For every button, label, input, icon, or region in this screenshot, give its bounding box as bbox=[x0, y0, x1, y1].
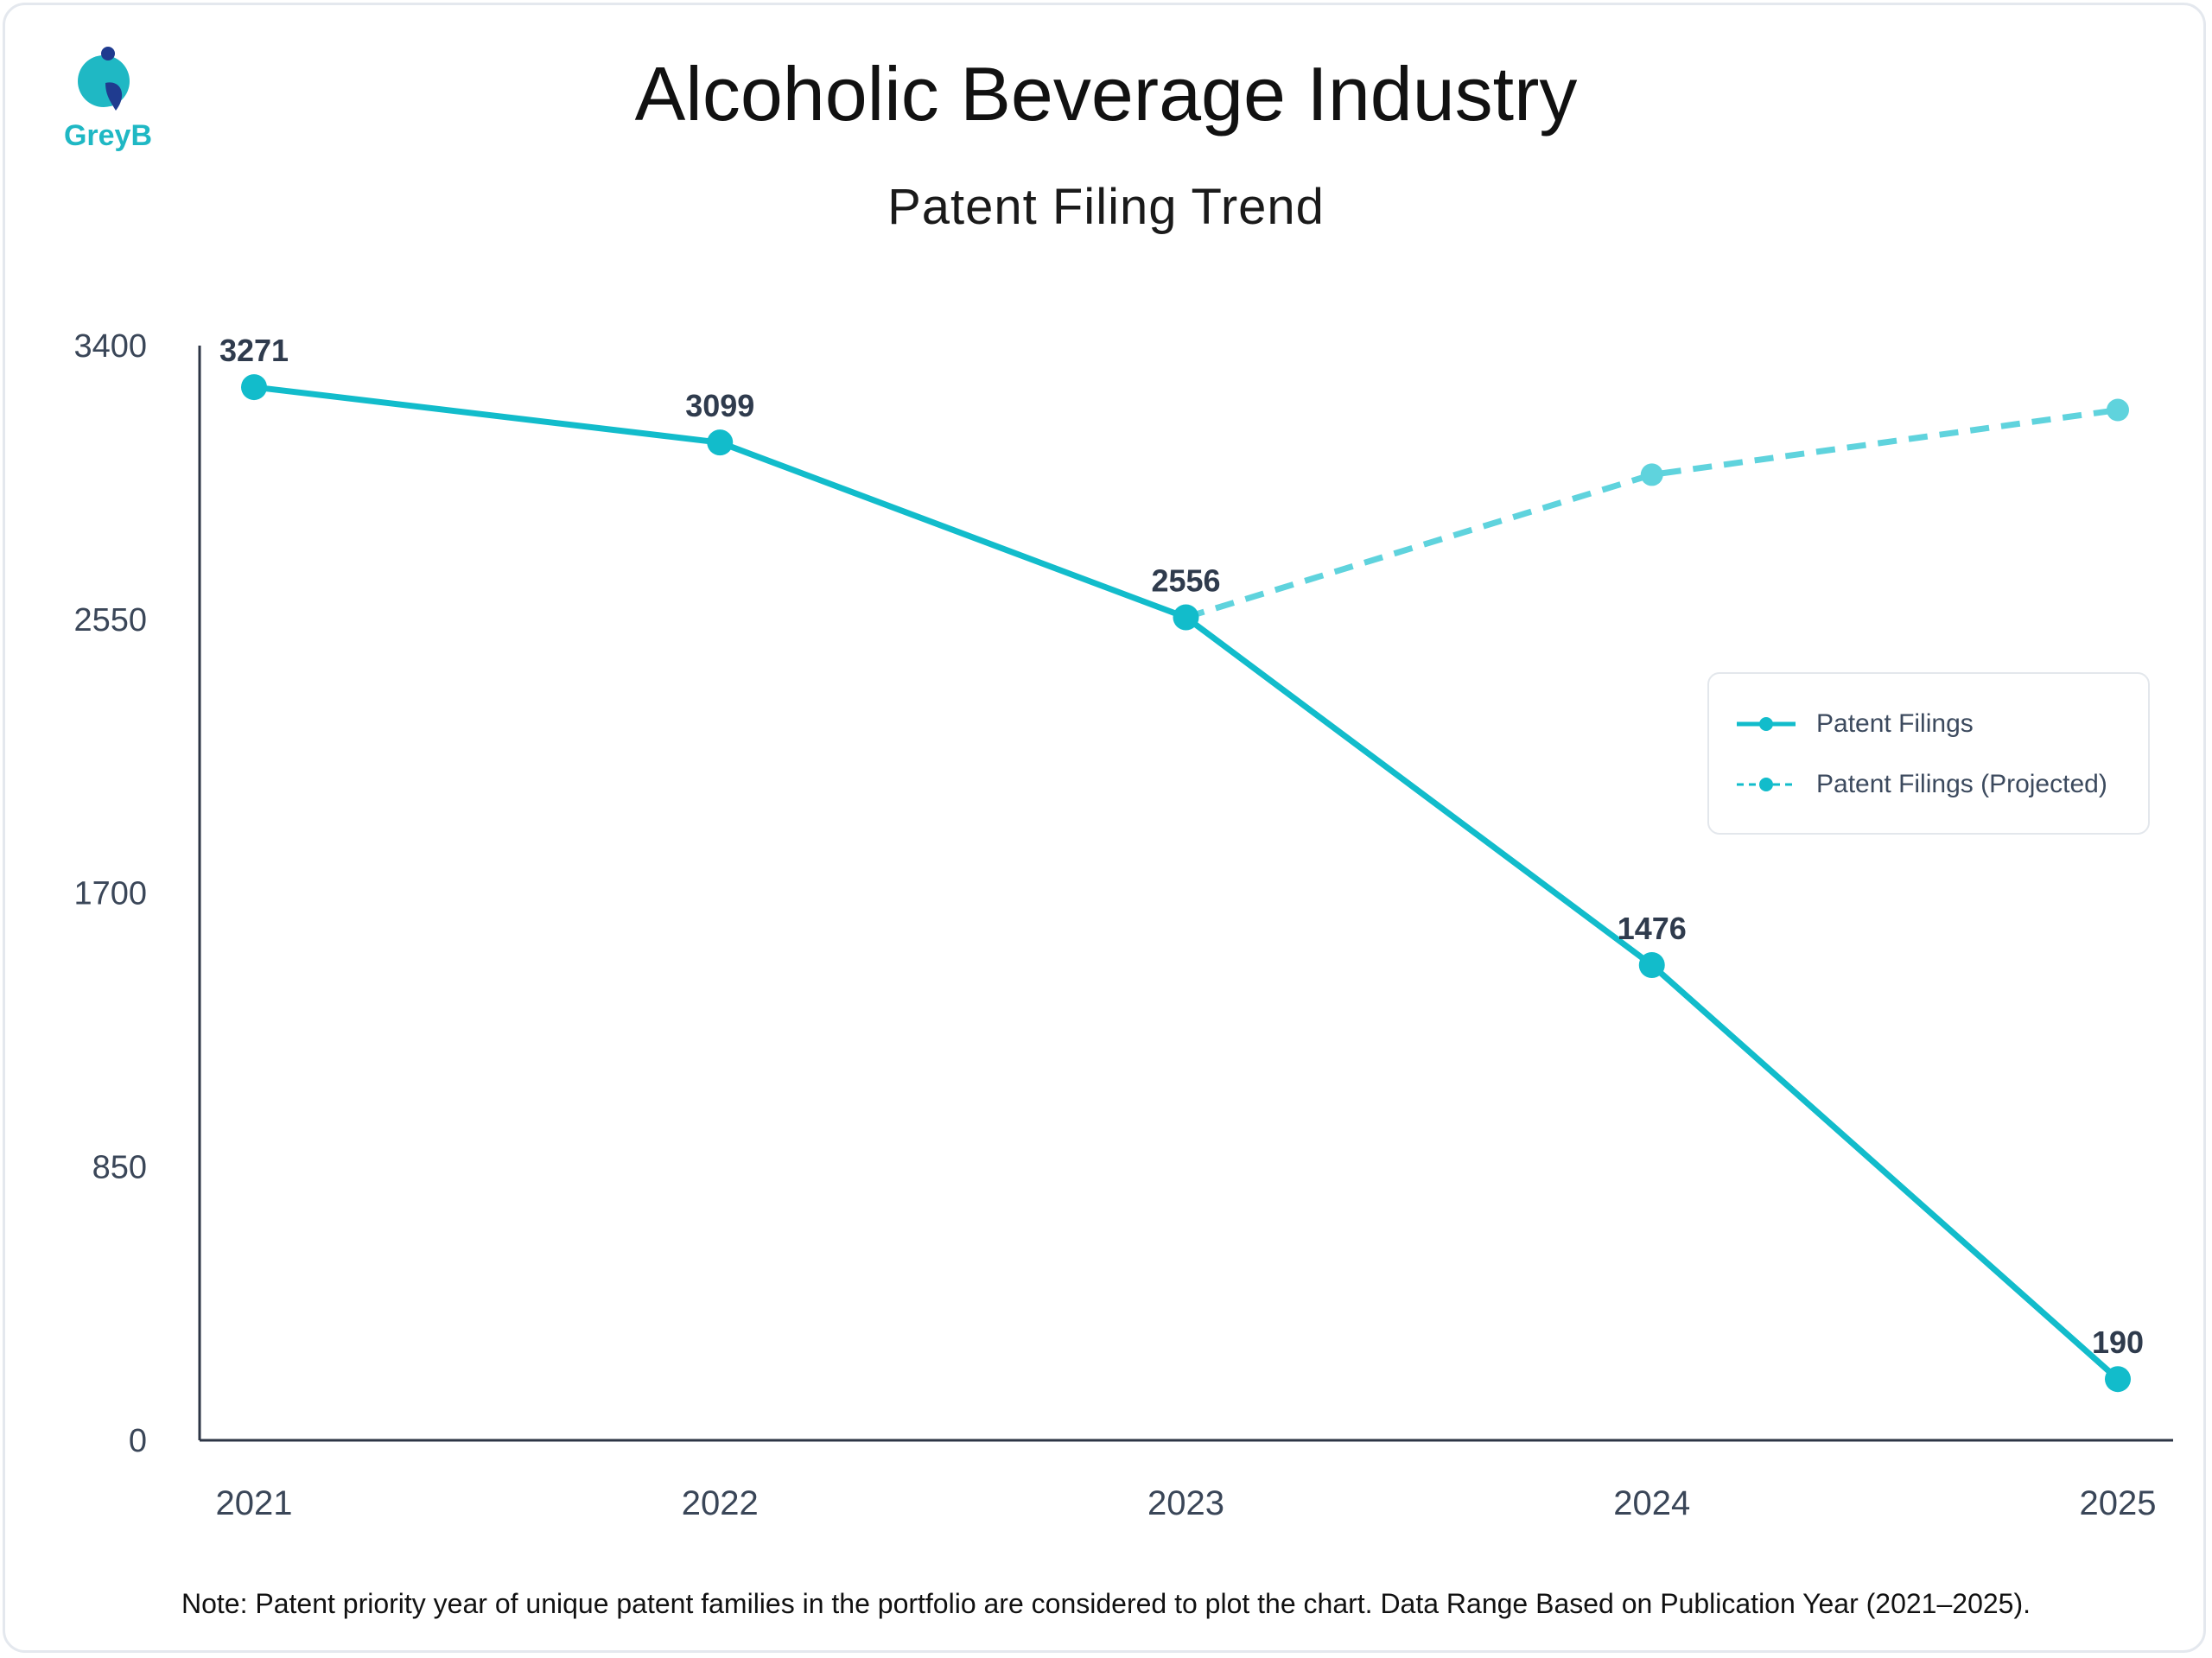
x-tick-label: 2025 bbox=[2080, 1484, 2157, 1522]
greyb-logo-icon bbox=[78, 47, 130, 111]
x-tick-label: 2021 bbox=[216, 1484, 293, 1522]
actual-point bbox=[707, 429, 734, 456]
data-label: 3099 bbox=[685, 388, 754, 423]
actual-series-line bbox=[253, 384, 2120, 1382]
actual-point bbox=[1638, 951, 1665, 978]
projected-point bbox=[2107, 398, 2129, 422]
legend-item-projected: Patent Filings (Projected) bbox=[1735, 767, 2107, 802]
legend-solid-line-icon bbox=[1737, 717, 1796, 731]
data-label: 190 bbox=[2092, 1324, 2144, 1360]
chart-title: Alcoholic Beverage Industry bbox=[634, 51, 1578, 137]
y-tick-label: 850 bbox=[92, 1149, 147, 1185]
legend-label-actual: Patent Filings bbox=[1816, 709, 1974, 738]
legend-label-projected: Patent Filings (Projected) bbox=[1816, 770, 2107, 798]
legend-item-actual: Patent Filings bbox=[1735, 707, 1974, 741]
data-label: 1476 bbox=[1618, 911, 1687, 946]
projected-series-line bbox=[1185, 407, 2119, 620]
actual-point bbox=[2105, 1366, 2131, 1393]
x-tick-label: 2022 bbox=[682, 1484, 759, 1522]
data-label: 2556 bbox=[1151, 563, 1220, 599]
projected-point bbox=[1640, 463, 1663, 486]
x-tick-label: 2024 bbox=[1613, 1484, 1690, 1522]
data-label: 3271 bbox=[219, 333, 289, 368]
y-tick-label: 2550 bbox=[73, 602, 147, 638]
actual-point bbox=[241, 374, 267, 401]
legend-dashed-line-icon bbox=[1737, 778, 1796, 791]
actual-point bbox=[1173, 604, 1199, 631]
x-tick-label: 2023 bbox=[1147, 1484, 1224, 1522]
y-tick-label: 3400 bbox=[73, 328, 147, 365]
logo-wordmark: GreyB bbox=[63, 119, 153, 152]
y-tick-label: 1700 bbox=[73, 876, 147, 912]
chart-legend: Patent Filings Patent Filings (Projected… bbox=[1707, 672, 2150, 835]
chart-subtitle: Patent Filing Trend bbox=[887, 179, 1325, 235]
footnote: Note: Patent priority year of unique pat… bbox=[181, 1588, 2031, 1619]
y-tick-label: 0 bbox=[129, 1423, 147, 1459]
greyb-logo: GreyB bbox=[60, 45, 156, 157]
